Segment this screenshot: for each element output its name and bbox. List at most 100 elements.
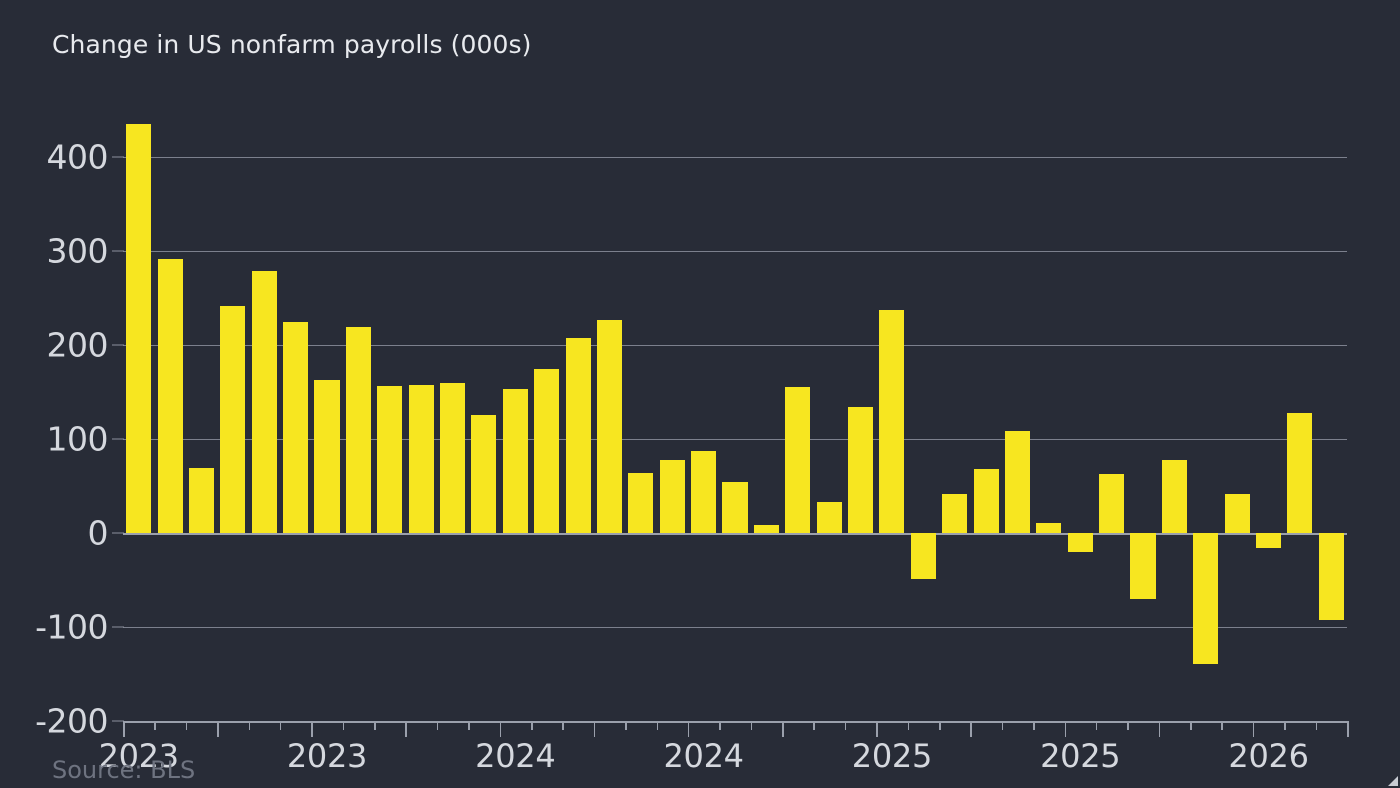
x-axis-tick-mark [405, 721, 407, 737]
x-axis-tick-mark [1347, 721, 1349, 737]
bar[interactable] [816, 501, 842, 533]
x-axis-tick-mark [1033, 721, 1035, 730]
y-axis-tick-label: 0 [87, 513, 109, 553]
x-axis-tick-mark [1315, 721, 1318, 730]
x-axis-tick-mark [750, 721, 753, 730]
bar[interactable] [1130, 533, 1156, 599]
x-axis-tick-label: 2023 [286, 737, 368, 775]
bar[interactable] [314, 379, 340, 533]
x-axis-tick-mark [656, 721, 659, 730]
bar[interactable] [942, 493, 968, 533]
x-axis-tick-mark [468, 721, 470, 730]
x-axis-tick-mark [499, 721, 502, 737]
gridline [123, 251, 1347, 252]
plot-area [123, 110, 1347, 722]
y-axis: 400 300 200 100 0 -100 -200 [0, 110, 124, 741]
bar[interactable] [408, 385, 434, 533]
y-axis-tick-label: 200 [46, 325, 109, 365]
x-axis-tick-label: 2024 [663, 737, 744, 775]
x-axis-tick-mark [531, 721, 533, 730]
bar[interactable] [691, 451, 717, 533]
bar[interactable] [1287, 412, 1313, 533]
y-axis-tick-mark [112, 156, 124, 158]
x-axis-tick-mark [1158, 721, 1161, 737]
gridline [123, 627, 1347, 628]
bar[interactable] [157, 259, 183, 533]
resize-handle-icon[interactable] [1386, 774, 1398, 786]
x-axis-tick-label: 2025 [1040, 737, 1121, 775]
x-axis-tick-mark [687, 721, 690, 737]
x-axis-tick-mark [939, 721, 941, 730]
gridline [123, 439, 1347, 440]
x-axis-tick-label: 2025 [851, 737, 933, 775]
bar[interactable] [596, 319, 622, 533]
x-axis-tick-mark [876, 721, 878, 737]
bar[interactable] [879, 310, 905, 533]
x-axis-tick-mark [782, 721, 784, 737]
x-axis-tick-mark [185, 721, 188, 730]
bar[interactable] [1193, 533, 1219, 664]
x-axis-tick-mark [374, 721, 376, 730]
source-note: Source: BLS [52, 756, 196, 784]
x-axis: 2023 2023 2024 2024 2025 2025 2026 [99, 721, 1349, 787]
y-axis-tick-mark [112, 344, 124, 346]
y-axis-tick-mark [112, 626, 124, 628]
y-axis-tick-mark [112, 720, 124, 722]
bar[interactable] [439, 382, 466, 533]
bar[interactable] [220, 305, 246, 533]
bar[interactable] [471, 414, 497, 533]
bar[interactable] [1318, 533, 1344, 621]
bar[interactable] [973, 469, 999, 533]
bar[interactable] [502, 389, 528, 533]
x-axis-tick-label: 2023 [98, 737, 180, 775]
bar[interactable] [628, 472, 654, 533]
x-axis-tick-mark [1252, 721, 1255, 737]
x-axis-tick-mark [625, 721, 627, 730]
bar[interactable] [377, 386, 403, 533]
bar[interactable] [1004, 431, 1030, 533]
x-axis-tick-label: 2026 [1228, 737, 1309, 775]
bar[interactable] [722, 482, 748, 533]
x-axis-tick-mark [311, 721, 313, 737]
bar[interactable] [1161, 459, 1187, 533]
x-axis-tick-mark [1127, 721, 1129, 730]
bar[interactable] [188, 468, 214, 533]
bar[interactable] [565, 338, 591, 533]
x-axis-tick-mark [562, 721, 564, 730]
y-axis-tick-label: 300 [46, 231, 109, 271]
bar[interactable] [847, 407, 874, 533]
bar[interactable] [126, 124, 152, 533]
x-axis-tick-mark [1284, 721, 1286, 730]
bar[interactable] [659, 459, 685, 533]
x-axis-tick-label: 2024 [475, 737, 556, 775]
x-axis-tick-mark [593, 721, 596, 737]
bar[interactable] [1255, 533, 1282, 549]
bar[interactable] [753, 525, 779, 533]
x-axis-tick-mark [217, 721, 219, 737]
bar[interactable] [283, 321, 309, 533]
y-axis-tick-label: 100 [46, 419, 109, 459]
bar[interactable] [251, 270, 277, 533]
x-axis-tick-mark [1001, 721, 1004, 730]
x-axis-tick-mark [844, 721, 847, 730]
bar[interactable] [910, 533, 936, 580]
gridline [123, 345, 1347, 346]
bar[interactable] [1224, 493, 1250, 533]
x-axis-tick-mark [154, 721, 156, 730]
bar[interactable] [534, 369, 560, 533]
bar[interactable] [1036, 522, 1062, 533]
x-axis-tick-mark [813, 721, 815, 730]
y-axis-tick-label: 400 [46, 137, 109, 177]
gridline [123, 157, 1347, 158]
y-axis-tick-mark [112, 532, 124, 534]
bar[interactable] [785, 387, 811, 533]
bar[interactable] [1099, 473, 1125, 533]
bar[interactable] [345, 327, 371, 533]
y-axis-tick-mark [112, 250, 124, 252]
bar[interactable] [1067, 533, 1093, 552]
x-axis-tick-mark [1190, 721, 1192, 730]
zero-line [123, 533, 1347, 535]
x-axis-tick-mark [123, 721, 125, 737]
y-axis-tick-label: -100 [35, 607, 108, 647]
